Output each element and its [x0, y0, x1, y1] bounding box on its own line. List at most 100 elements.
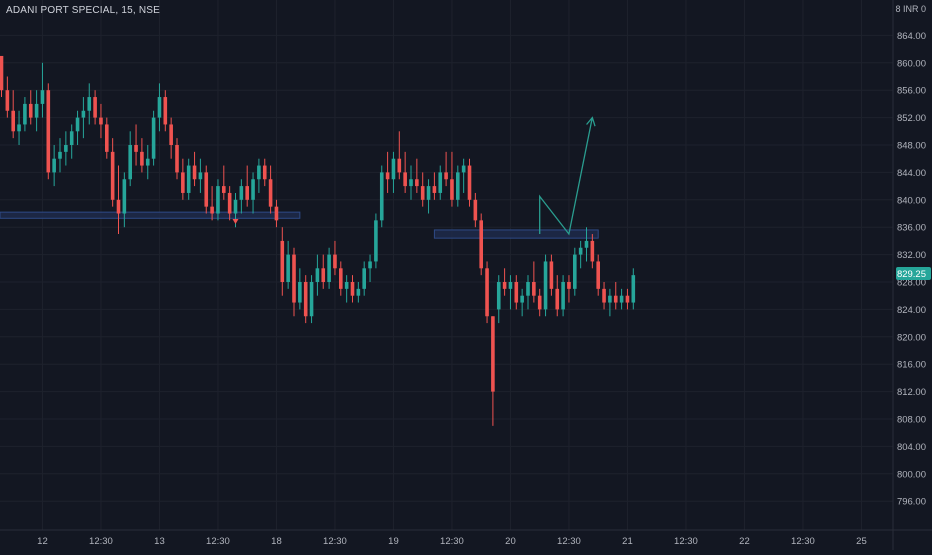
candle — [204, 165, 209, 214]
candle-body — [438, 172, 443, 193]
candle-body — [17, 124, 21, 132]
candle-body — [145, 158, 150, 166]
time-tick-label: 12:30 — [791, 536, 815, 547]
candle — [631, 268, 636, 310]
candle-body — [561, 282, 565, 310]
candle-body — [520, 295, 524, 303]
projection-path[interactable] — [539, 117, 593, 236]
candle-body — [467, 165, 472, 200]
candle-body — [549, 261, 554, 289]
support-zones[interactable] — [0, 211, 599, 239]
candle-body — [204, 172, 209, 207]
candle-body — [186, 165, 191, 193]
candle-body — [491, 316, 495, 392]
candle — [496, 275, 501, 324]
time-tick-label: 22 — [739, 536, 750, 547]
candle-body — [40, 90, 45, 104]
candle — [514, 275, 519, 310]
candle — [222, 165, 226, 200]
candle — [327, 247, 331, 289]
candle-body — [374, 220, 378, 262]
price-axis[interactable]: 796.00 800.00 804.00 808.00 812.00 816.00 820.… — [897, 31, 926, 508]
candle-body — [496, 282, 501, 310]
candle-body — [391, 158, 396, 180]
candle — [532, 261, 536, 303]
candle-body — [602, 288, 606, 303]
candle — [520, 288, 524, 317]
time-tick-label: 12:30 — [89, 536, 113, 547]
candle — [356, 282, 361, 303]
candle-body — [46, 90, 51, 173]
candle — [87, 83, 92, 125]
candle — [467, 158, 472, 207]
candle-body — [58, 151, 62, 159]
candle-body — [309, 282, 314, 317]
candle — [0, 55, 4, 98]
time-tick-label: 18 — [271, 536, 282, 547]
candle-body — [590, 240, 595, 262]
candle — [479, 213, 483, 276]
candle — [315, 254, 320, 296]
candle-body — [619, 295, 624, 303]
candle — [17, 110, 21, 145]
candle — [227, 186, 232, 221]
candle-body — [99, 117, 103, 125]
price-tick-label: 848.00 — [897, 141, 926, 152]
last-price-label: 829.25 — [897, 269, 926, 280]
candle-body — [356, 288, 361, 296]
candle — [374, 213, 378, 269]
candle — [23, 97, 27, 132]
candle-body — [64, 145, 68, 152]
candle — [508, 275, 513, 310]
candle — [262, 158, 267, 187]
candle — [397, 131, 402, 180]
candle — [339, 261, 343, 296]
candle — [456, 165, 460, 207]
candle-body — [298, 282, 302, 303]
candle-body — [344, 282, 349, 289]
candle-body — [432, 186, 437, 193]
time-tick-label: 12:30 — [440, 536, 464, 547]
candle — [420, 172, 425, 207]
candle — [450, 151, 454, 207]
candle-body — [573, 254, 577, 289]
candle-body — [280, 240, 285, 282]
candle — [239, 179, 244, 214]
candle-body — [274, 206, 279, 221]
candle-body — [110, 151, 115, 200]
candle — [134, 124, 138, 166]
time-tick-label: 20 — [505, 536, 516, 547]
candle-body — [514, 282, 519, 303]
last-price-badge — [896, 266, 931, 280]
candle — [303, 275, 308, 324]
candle-body — [0, 55, 4, 91]
candle — [555, 275, 560, 317]
candle — [391, 151, 396, 193]
candle-body — [81, 110, 86, 118]
candle-body — [362, 268, 366, 289]
support-zone-rect[interactable] — [0, 211, 301, 219]
candle — [11, 90, 15, 139]
candle-body — [227, 192, 232, 214]
candle-body — [128, 145, 132, 180]
time-axis[interactable]: 12 12:30 13 12:30 18 12:30 19 12:30 20 12:30 21 12:… — [37, 536, 867, 547]
candle — [578, 240, 583, 269]
candle-body — [339, 268, 343, 289]
candle-body — [105, 124, 109, 152]
candle-body — [93, 97, 97, 118]
candle-body — [116, 199, 121, 214]
candle — [537, 288, 542, 317]
candle — [151, 110, 156, 166]
candle — [403, 151, 407, 193]
candle — [99, 103, 103, 139]
symbol-title: ADANI PORT SPECIAL, 15, NSE — [6, 5, 160, 16]
candle-body — [397, 158, 402, 173]
support-zone-rect[interactable] — [433, 229, 599, 239]
candle — [426, 179, 431, 214]
candle — [561, 275, 565, 317]
price-tick-label: 852.00 — [897, 113, 926, 124]
price-tick-label: 832.00 — [897, 250, 926, 261]
candle-body — [532, 282, 536, 296]
